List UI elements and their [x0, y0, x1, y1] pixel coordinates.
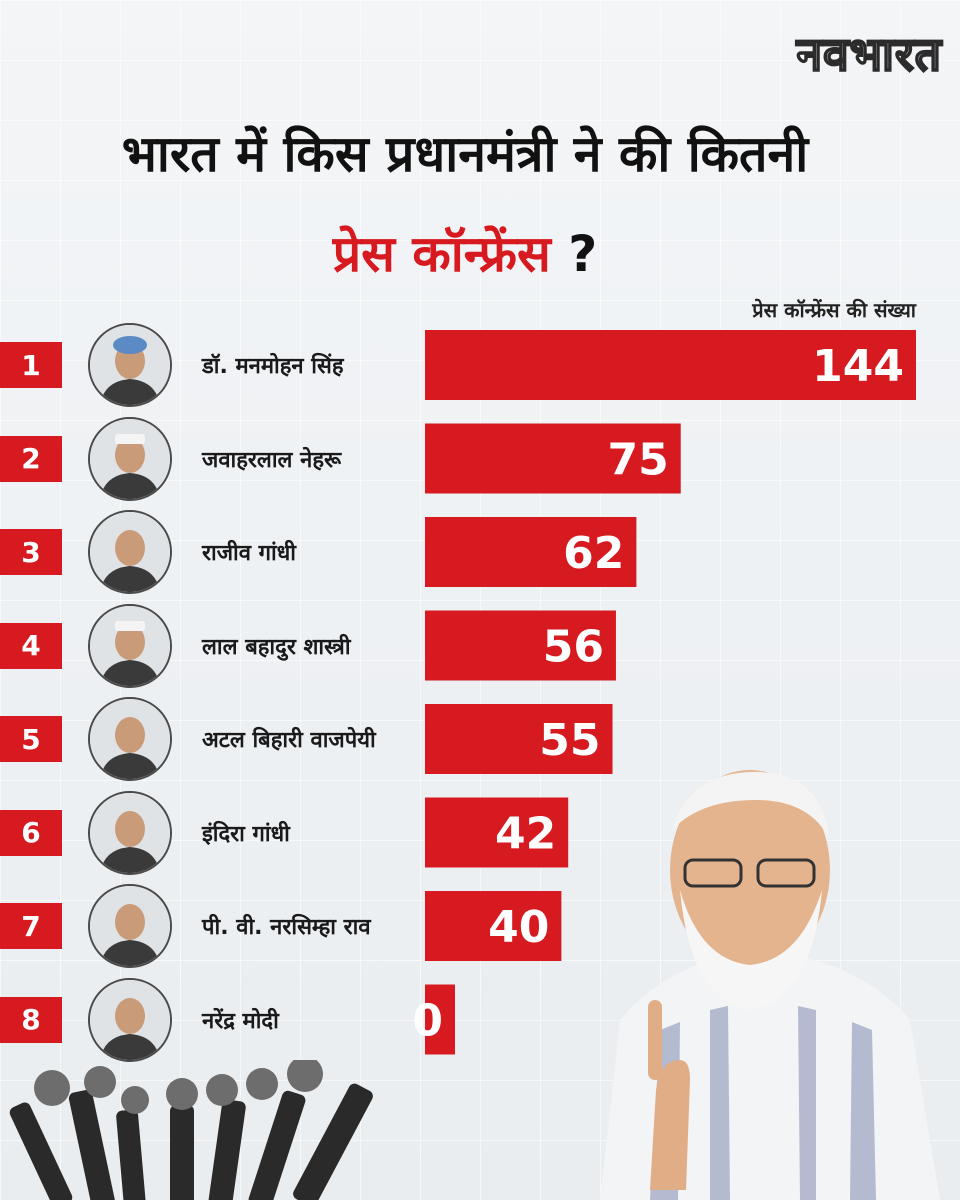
bar-value-label: 55 — [539, 715, 600, 766]
pm-name: डॉ. मनमोहन सिंह — [202, 354, 344, 379]
pm-name: राजीव गांधी — [202, 541, 296, 566]
chart-title-highlight: प्रेस कॉन्फ्रेंस — [332, 225, 551, 283]
rank-badge: 8 — [0, 996, 62, 1043]
avatar — [88, 697, 172, 781]
bar-value-label: 0 — [412, 996, 443, 1047]
table-row: 5 अटल बिहारी वाजपेयी — [0, 694, 960, 784]
table-row: 2 जवाहरलाल नेहरू — [0, 414, 960, 504]
avatar — [88, 323, 172, 407]
rank-badge: 1 — [0, 342, 62, 388]
axis-caption: प्रेस कॉन्फ्रेंस की संख्या — [752, 298, 916, 322]
chart-title-line1: भारत में किस प्रधानमंत्री ने की कितनी — [121, 125, 809, 183]
table-row: 6 इंदिरा गांधी — [0, 788, 960, 878]
table-row: 4 लाल बहादुर शास्त्री — [0, 601, 960, 691]
table-row: 3 राजीव गांधी — [0, 507, 960, 597]
chart-title-line2: प्रेस कॉन्फ्रेंस ? — [0, 218, 930, 286]
bar-value-label: 62 — [563, 528, 624, 579]
rank-badge: 2 — [0, 435, 62, 482]
bar — [425, 423, 681, 494]
avatar — [88, 884, 172, 968]
rank-badge: 7 — [0, 903, 62, 949]
bar — [425, 797, 569, 868]
chart-title-question-mark: ? — [568, 225, 598, 283]
avatar — [88, 510, 172, 594]
bar — [425, 891, 562, 961]
speaker-photo — [600, 770, 940, 1200]
bar-value-label: 40 — [488, 902, 549, 953]
avatar — [88, 977, 172, 1062]
pm-name: लाल बहादुर शास्त्री — [202, 634, 351, 660]
avatar — [88, 603, 172, 688]
pm-name: अटल बिहारी वाजपेयी — [202, 728, 376, 753]
brand-logo: नवभारत — [796, 26, 942, 82]
pm-name: जवाहरलाल नेहरू — [202, 447, 342, 473]
bar — [425, 704, 613, 774]
rank-badge: 4 — [0, 622, 62, 669]
bar-value-label: 144 — [812, 341, 904, 392]
avatar — [88, 790, 172, 875]
rank-badge: 6 — [0, 809, 62, 856]
bar-value-label: 42 — [495, 809, 556, 860]
rank-badge: 5 — [0, 716, 62, 762]
bar-value-label: 75 — [607, 435, 668, 486]
pm-name: इंदिरा गांधी — [202, 821, 290, 847]
pm-name: नरेंद्र मोदी — [202, 1008, 279, 1034]
avatar — [88, 416, 172, 501]
microphones-illustration — [9, 1060, 373, 1200]
table-row: 1 डॉ. मनमोहन सिंह — [0, 320, 960, 410]
pm-name: पी. वी. नरसिम्हा राव — [202, 915, 371, 940]
bar-value-label: 56 — [543, 622, 604, 673]
bar — [425, 610, 616, 681]
rank-badge: 3 — [0, 529, 62, 575]
bar — [425, 330, 916, 400]
bar — [425, 984, 455, 1055]
bar — [425, 517, 637, 587]
table-row: 8 नरेंद्र मोदी — [0, 975, 960, 1065]
table-row: 7 पी. वी. नरसिम्हा राव — [0, 881, 960, 971]
